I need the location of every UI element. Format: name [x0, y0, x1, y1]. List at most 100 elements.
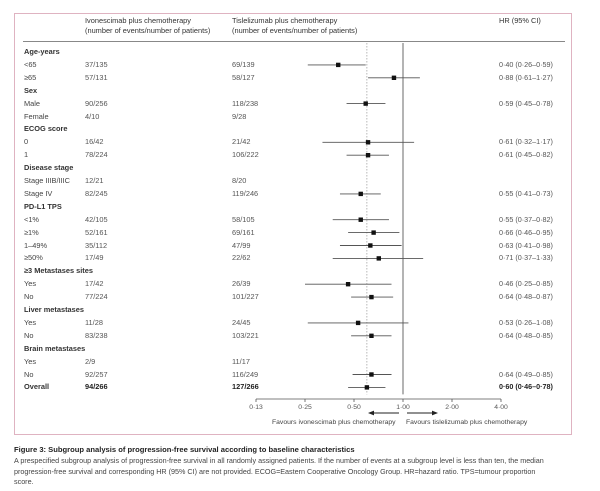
ivonescimab-events: 17/49: [85, 253, 104, 263]
subgroup-heading: Liver metastases: [24, 305, 84, 314]
tislelizumab-events: 118/238: [232, 98, 259, 108]
hr-point-marker: [355, 320, 361, 326]
hr-ci-value: 0·60 (0·46–0·78): [499, 382, 553, 392]
hr-ci-value: 0·64 (0·49–0·85): [499, 369, 553, 379]
x-tick-label: 0·13: [249, 404, 263, 411]
header-tislelizumab-line2: (number of events/number of patients): [232, 26, 358, 35]
subgroup-label: ≥50%: [24, 253, 43, 263]
header-ivonescimab-line2: (number of events/number of patients): [85, 26, 211, 35]
tislelizumab-events: 69/161: [232, 227, 255, 237]
subgroup-heading: Brain metastases: [24, 343, 86, 353]
hr-point-marker: [369, 372, 374, 377]
subgroup-label: Male: [24, 98, 41, 108]
ivonescimab-events: 17/42: [85, 279, 104, 289]
tislelizumab-events: 22/62: [232, 253, 251, 263]
hr-point-marker: [368, 243, 373, 248]
subgroup-label: ≥1%: [24, 227, 39, 237]
x-tick-label: 0·25: [298, 404, 312, 411]
ivonescimab-events: 57/131: [85, 72, 108, 82]
hr-point-marker: [358, 191, 363, 197]
tislelizumab-events: 69/139: [232, 59, 255, 69]
hr-point-marker: [365, 153, 371, 158]
subgroup-label: Yes: [24, 279, 37, 289]
header-tislelizumab: Tislelizumab plus chemotherapy (number o…: [232, 16, 357, 36]
subgroup-heading: Disease stage: [24, 163, 74, 173]
caption-line-2: progression-free survival and correspond…: [14, 466, 536, 476]
ivonescimab-events: 94/266: [85, 382, 108, 392]
tislelizumab-events: 103/221: [232, 330, 259, 340]
tislelizumab-events: 116/249: [232, 369, 259, 379]
hr-point-marker: [345, 282, 351, 287]
hr-ci-value: 0·64 (0·48–0·87): [499, 292, 553, 302]
tislelizumab-events: 58/105: [232, 214, 255, 224]
header-tislelizumab-line1: Tislelizumab plus chemotherapy: [232, 16, 338, 25]
tislelizumab-events: 127/266: [232, 382, 259, 392]
ivonescimab-events: 52/161: [85, 227, 108, 237]
ivonescimab-events: 82/245: [85, 188, 108, 198]
figure-caption-body: A prespecified subgroup analysis of prog…: [14, 456, 544, 488]
subgroup-heading: ECOG score: [24, 124, 68, 134]
subgroup-label: 1: [24, 150, 29, 160]
favours-left-arrow-icon: [368, 410, 374, 416]
hr-ci-value: 0·61 (0·45–0·82): [499, 150, 553, 160]
hr-ci-value: 0·66 (0·46–0·95): [499, 227, 553, 237]
tislelizumab-events: 24/45: [232, 317, 251, 327]
subgroup-heading: ≥3 Metastases sites: [24, 266, 93, 276]
hr-ci-value: 0·63 (0·41–0·98): [499, 240, 553, 250]
subgroup-label: <65: [24, 59, 37, 69]
tislelizumab-events: 21/42: [232, 137, 251, 147]
ivonescimab-events: 92/257: [85, 369, 108, 379]
ivonescimab-events: 78/224: [85, 150, 108, 160]
x-tick-label: 2·00: [445, 404, 459, 411]
ivonescimab-events: 2/9: [85, 356, 96, 366]
tislelizumab-events: 8/20: [232, 176, 247, 185]
figure-caption-title: Figure 3: Subgroup analysis of progressi…: [14, 445, 355, 454]
ivonescimab-events: 12/21: [85, 176, 104, 185]
tislelizumab-events: 9/28: [232, 111, 247, 121]
header-hr: HR (95% CI): [499, 16, 541, 25]
tislelizumab-events: 11/17: [232, 356, 250, 366]
subgroup-label: Female: [24, 111, 49, 121]
tislelizumab-events: 58/127: [232, 72, 255, 82]
ivonescimab-events: 37/135: [85, 59, 108, 69]
caption-line-1: A prespecified subgroup analysis of prog…: [14, 456, 544, 465]
hr-ci-value: 0·71 (0·37–1·33): [499, 253, 553, 263]
x-tick-label: 0·50: [347, 404, 361, 411]
ivonescimab-events: 77/224: [85, 292, 108, 302]
hr-ci-value: 0·64 (0·48–0·85): [499, 330, 553, 340]
hr-ci-value: 0·55 (0·37–0·82): [499, 214, 553, 224]
hr-point-marker: [376, 256, 381, 261]
hr-ci-value: 0·40 (0·26–0·59): [499, 59, 553, 69]
hr-point-marker: [369, 333, 374, 338]
subgroup-heading: Sex: [24, 85, 38, 95]
overall-label: Overall: [24, 382, 50, 392]
tislelizumab-events: 119/246: [232, 188, 259, 198]
subgroup-heading: Age-years: [24, 47, 60, 56]
hr-point-marker: [363, 101, 368, 106]
subgroup-label: No: [24, 330, 34, 340]
ivonescimab-events: 4/10: [85, 111, 100, 121]
hr-ci-value: 0·88 (0·61–1·27): [499, 72, 553, 82]
subgroup-heading: PD-L1 TPS: [24, 201, 62, 211]
hr-point-marker: [371, 230, 376, 235]
favours-tislelizumab-label: Favours tislelizumab plus chemotherapy: [406, 419, 528, 426]
favours-right-arrow-icon: [432, 410, 438, 416]
subgroup-label: Stage IIIB/IIIC: [24, 176, 71, 185]
subgroup-label: No: [24, 369, 34, 379]
subgroup-label: 1–49%: [24, 240, 48, 250]
hr-point-marker: [369, 294, 374, 300]
subgroup-label: Stage IV: [24, 188, 53, 198]
ivonescimab-events: 83/238: [85, 330, 108, 340]
header-ivonescimab: Ivonescimab plus chemotherapy (number of…: [85, 16, 210, 36]
figure-frame: [14, 13, 572, 435]
favours-ivonescimab-label: Favours ivonescimab plus chemotherapy: [272, 419, 396, 426]
hr-ci-value: 0·61 (0·32–1·17): [499, 137, 553, 147]
ivonescimab-events: 16/42: [85, 137, 104, 147]
subgroup-label: 0: [24, 137, 29, 147]
header-ivonescimab-line1: Ivonescimab plus chemotherapy: [85, 16, 191, 25]
subgroup-label: Yes: [24, 356, 37, 366]
ivonescimab-events: 35/112: [85, 240, 108, 250]
tislelizumab-events: 47/99: [232, 240, 251, 250]
hr-point-marker: [336, 62, 341, 68]
